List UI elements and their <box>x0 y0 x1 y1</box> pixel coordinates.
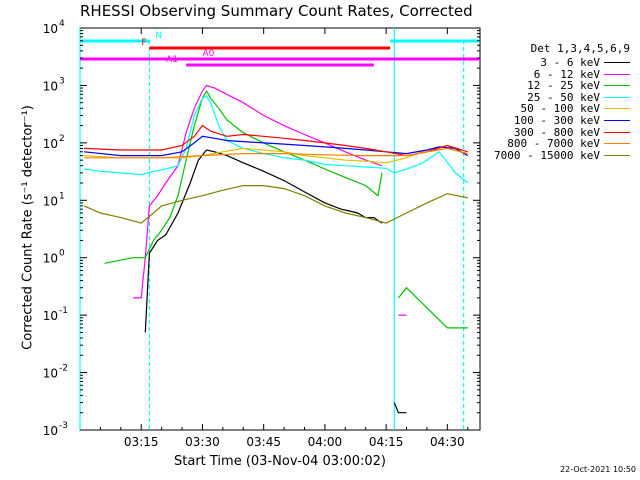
series-line-5 <box>84 135 469 157</box>
y-tick-exp-7: 4 <box>59 19 65 29</box>
y-tick-label-4: 10 <box>43 194 58 208</box>
series-line-7 <box>84 147 468 159</box>
state-label-f: F <box>141 38 146 48</box>
series-line-3 <box>84 95 469 184</box>
legend-item-2: 12 - 25 keV <box>484 79 634 93</box>
x-tick-label-5: 04:30 <box>430 435 465 449</box>
x-axis-label: Start Time (03-Nov-04 03:00:02) <box>174 454 386 469</box>
legend-swatch <box>604 108 630 110</box>
y-tick-label-3: 10 <box>43 252 58 266</box>
y-tick-label-6: 10 <box>43 79 58 93</box>
legend-item-8: 7000 - 15000 keV <box>484 148 634 162</box>
y-axis-label: Corrected Count Rate (s⁻¹ detector⁻¹) <box>20 105 36 350</box>
legend-item-6: 300 - 800 keV <box>484 125 634 139</box>
legend-item-label: 12 - 25 keV <box>527 79 600 93</box>
legend-swatch <box>604 62 630 63</box>
x-tick-label-0: 03:15 <box>124 435 159 449</box>
y-tick-exp-0: -3 <box>59 421 68 431</box>
x-tick-label-2: 03:45 <box>246 435 281 449</box>
chart-title: RHESSI Observing Summary Count Rates, Co… <box>80 2 473 20</box>
legend-item-label: 6 - 12 keV <box>533 67 600 81</box>
legend-item-label: 50 - 100 keV <box>520 102 600 116</box>
legend-item-label: 7000 - 15000 keV <box>494 148 600 162</box>
legend-item-7: 800 - 7000 keV <box>484 137 634 151</box>
state-label-n: N <box>155 31 162 41</box>
legend-swatch <box>604 96 630 98</box>
y-tick-exp-5: 2 <box>59 134 65 144</box>
legend: Det 1,3,4,5,6,9 3 - 6 keV 6 - 12 keV 12 - … <box>484 42 634 162</box>
legend-swatch <box>604 143 630 145</box>
legend-item-4: 50 - 100 keV <box>484 102 634 116</box>
y-tick-exp-6: 3 <box>59 76 65 86</box>
y-tick-label-5: 10 <box>43 137 58 151</box>
legend-item-label: 800 - 7000 keV <box>507 137 600 151</box>
legend-swatch <box>604 154 630 156</box>
legend-swatch <box>604 131 630 133</box>
y-tick-label-1: 10 <box>43 367 58 381</box>
state-label-a1: A1 <box>166 55 178 65</box>
plot-frame <box>79 27 481 431</box>
series-line-6 <box>84 124 468 157</box>
series-line-2 <box>104 89 468 329</box>
x-tick-label-1: 03:30 <box>185 435 220 449</box>
y-tick-exp-4: 1 <box>59 191 65 201</box>
y-tick-exp-2: -1 <box>59 306 68 316</box>
legend-swatch <box>604 119 630 121</box>
legend-item-1: 6 - 12 keV <box>484 67 634 81</box>
y-tick-label-0: 10 <box>43 424 58 438</box>
legend-item-label: 300 - 800 keV <box>513 125 600 139</box>
y-tick-label-2: 10 <box>43 309 58 323</box>
y-tick-label-7: 10 <box>43 22 58 36</box>
legend-item-5: 100 - 300 keV <box>484 113 634 127</box>
x-tick-label-3: 04:00 <box>308 435 343 449</box>
y-tick-exp-1: -2 <box>59 364 68 374</box>
state-label-a0: A0 <box>202 49 214 59</box>
legend-item-label: 25 - 50 keV <box>527 90 600 104</box>
legend-swatch <box>604 85 630 87</box>
legend-item-label: 100 - 300 keV <box>513 113 600 127</box>
legend-title: Det 1,3,4,5,6,9 <box>530 42 630 55</box>
series-line-1 <box>133 84 407 316</box>
legend-swatch <box>604 73 630 75</box>
legend-item-3: 25 - 50 keV <box>484 90 634 104</box>
y-tick-exp-3: 0 <box>59 249 65 259</box>
series-line-0 <box>144 149 407 414</box>
legend-item-0: 3 - 6 keV <box>484 56 634 69</box>
timestamp: 22-Oct-2021 10:50 <box>560 465 636 474</box>
x-tick-label-4: 04:15 <box>369 435 404 449</box>
legend-item-label: 3 - 6 keV <box>540 56 600 69</box>
series-line-8 <box>83 185 468 224</box>
